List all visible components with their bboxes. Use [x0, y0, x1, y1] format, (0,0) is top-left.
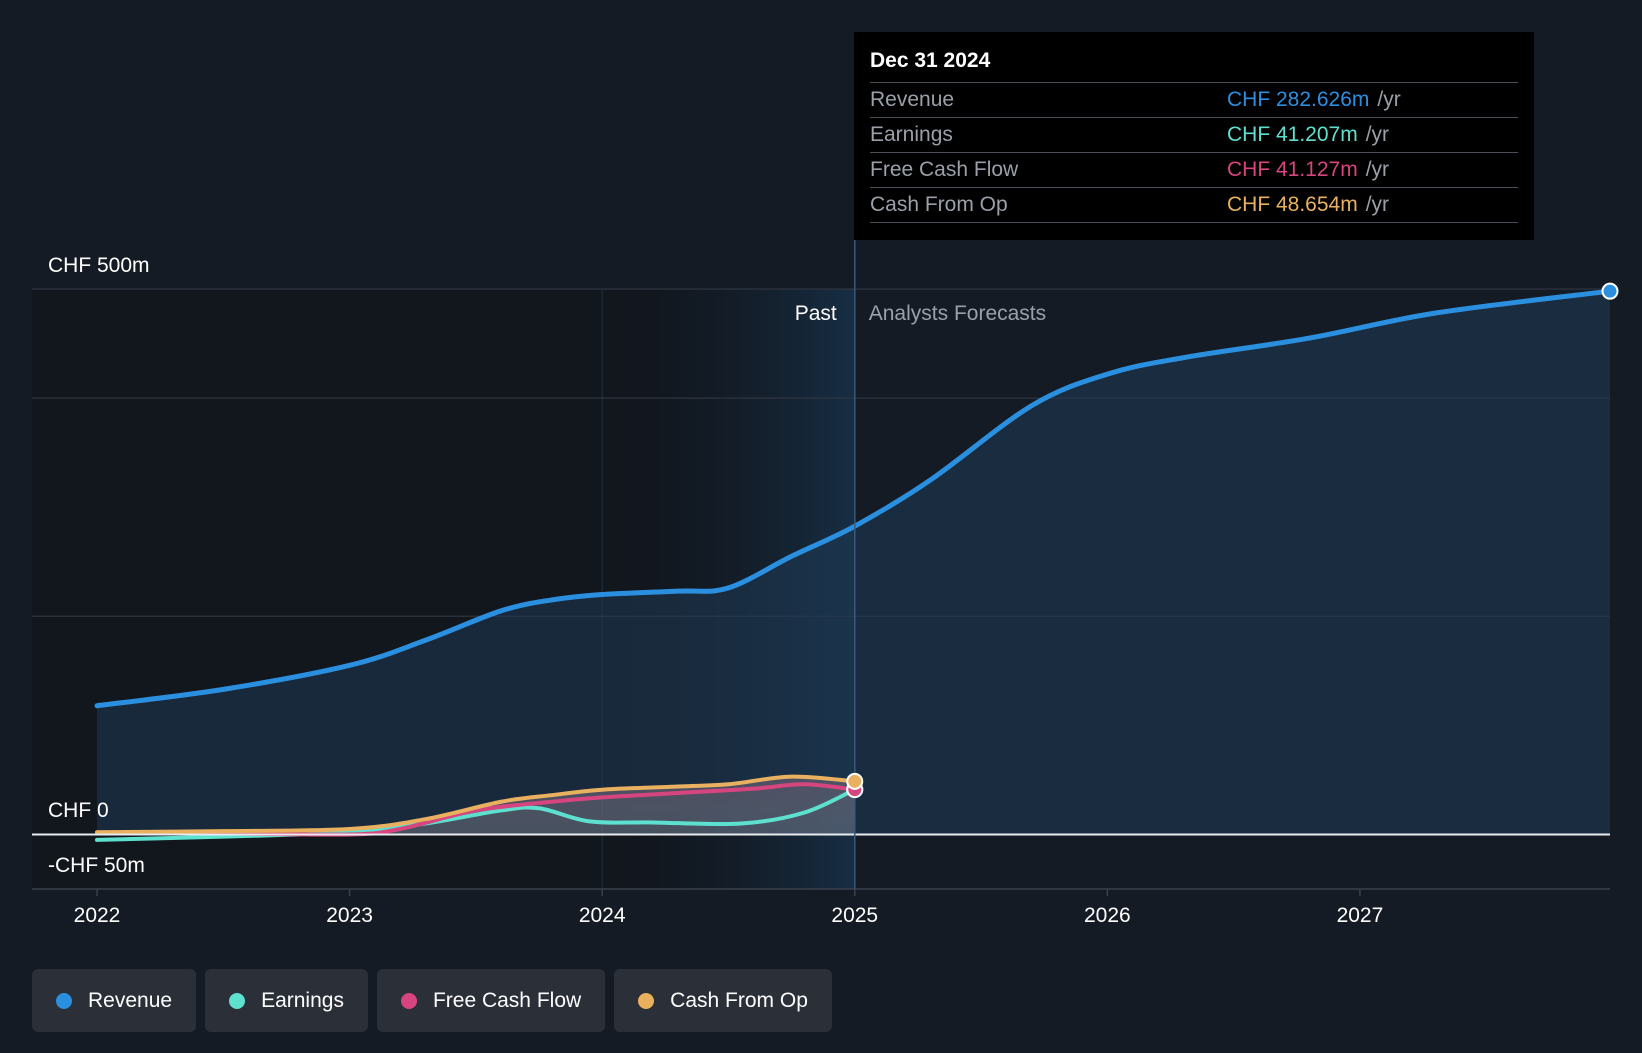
earnings-dot-icon: [229, 992, 246, 1009]
tooltip-value: CHF 282.626m: [1227, 88, 1370, 111]
legend-item-free-cash-flow[interactable]: Free Cash Flow: [376, 969, 606, 1032]
free-cash-flow-dot-icon: [400, 992, 417, 1009]
forecast-label: Analysts Forecasts: [869, 302, 1046, 325]
tooltip-date: Dec 31 2024: [870, 49, 991, 72]
revenue-dot-icon: [56, 992, 72, 1009]
x-tick-label: 2023: [326, 904, 373, 927]
y-label-zero: CHF 0: [48, 799, 109, 822]
tooltip-row-free-cash-flow: Free Cash Flow CHF 41.127m /yr: [870, 152, 1518, 187]
legend-label: Cash From Op: [670, 988, 808, 1012]
revenue-point: [1601, 282, 1619, 300]
cash-from-op-line: [95, 774, 857, 835]
legend-label: Revenue: [88, 988, 173, 1012]
legend-label: Free Cash Flow: [432, 988, 582, 1012]
past-label: Past: [795, 302, 837, 325]
tooltip-label: Earnings: [870, 123, 953, 146]
revenue-line: [94, 288, 1613, 709]
tooltip-unit: /yr: [1377, 88, 1401, 111]
revenue-area: [97, 291, 1610, 835]
cash-from-op-dot-icon: [638, 992, 655, 1009]
tooltip-unit: /yr: [1365, 193, 1390, 216]
tooltip-value: CHF 41.207m: [1227, 123, 1358, 146]
x-tick-label: 2024: [579, 904, 626, 927]
x-tick-label: 2025: [831, 904, 878, 927]
x-tick-label: 2022: [74, 904, 121, 927]
tooltip: Dec 31 2024 Revenue CHF 282.626m /yr Ear…: [854, 32, 1534, 240]
tooltip-value: CHF 41.127m: [1227, 158, 1358, 181]
tooltip-unit: /yr: [1365, 123, 1390, 146]
tooltip-value: CHF 48.654m: [1227, 193, 1358, 216]
legend-item-cash-from-op[interactable]: Cash From Op: [614, 969, 832, 1032]
legend-item-earnings[interactable]: Earnings: [205, 969, 368, 1032]
tooltip-row-cash-from-op: Cash From Op CHF 48.654m /yr: [870, 187, 1518, 223]
tooltip-unit: /yr: [1365, 158, 1390, 181]
y-label-bottom: -CHF 50m: [48, 854, 145, 877]
tooltip-label: Revenue: [870, 88, 955, 111]
tooltip-row-revenue: Revenue CHF 282.626m /yr: [870, 82, 1518, 117]
cash-from-op-area: [97, 776, 855, 835]
x-tick-label: 2027: [1337, 904, 1384, 927]
tooltip-label: Free Cash Flow: [870, 158, 1019, 181]
cash-from-op-point: [846, 772, 864, 790]
tooltip-row-earnings: Earnings CHF 41.207m /yr: [870, 117, 1518, 152]
y-label-top: CHF 500m: [48, 254, 150, 277]
legend-label: Earnings: [261, 988, 344, 1012]
legend: Revenue Earnings Free Cash Flow Cash Fro…: [32, 969, 832, 1032]
x-tick-label: 2026: [1084, 904, 1131, 927]
tooltip-label: Cash From Op: [870, 193, 1008, 216]
legend-item-revenue[interactable]: Revenue: [32, 969, 197, 1032]
